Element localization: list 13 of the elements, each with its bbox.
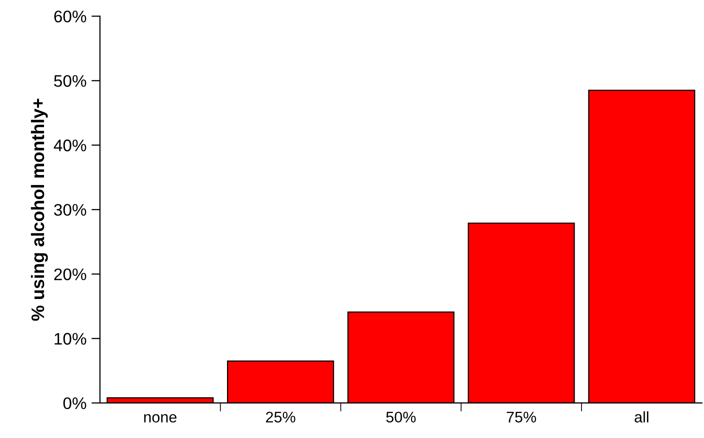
x-tick-label: all (634, 411, 648, 423)
y-axis-title: % using alcohol monthly+ (30, 98, 48, 321)
x-tick-label: none (144, 414, 176, 423)
y-tick-label: 40% (54, 140, 86, 152)
y-tick-label: 20% (54, 268, 86, 280)
x-tick-label: 75% (506, 412, 536, 423)
y-tick-label: 60% (54, 10, 86, 22)
x-tick-label: 50% (386, 412, 416, 423)
y-tick-label: 50% (54, 75, 86, 87)
y-tick-label: 30% (54, 204, 86, 216)
x-tick-label: 25% (266, 412, 296, 423)
y-tick-label: 10% (54, 332, 86, 345)
y-tick-label: 0% (63, 397, 86, 410)
